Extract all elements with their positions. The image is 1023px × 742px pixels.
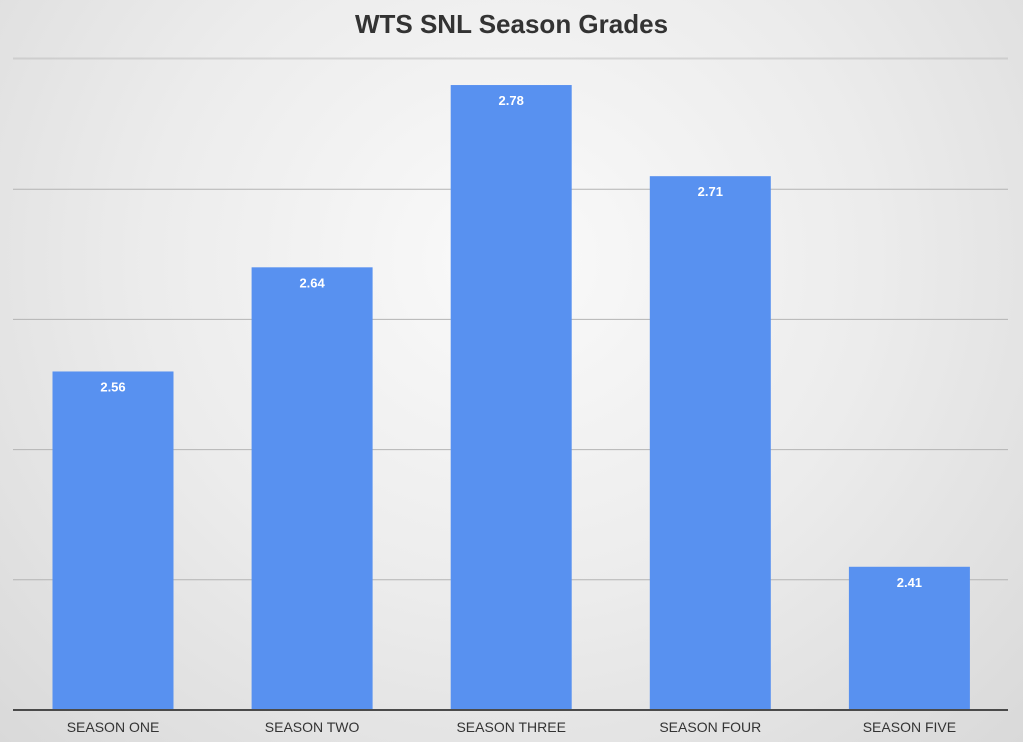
bar-season-three bbox=[450, 85, 572, 711]
bar-season-four bbox=[649, 176, 771, 710]
bar-season-one bbox=[52, 371, 174, 710]
x-tick-label: SEASON TWO bbox=[265, 719, 360, 735]
data-label: 2.78 bbox=[499, 93, 524, 108]
chart-title: WTS SNL Season Grades bbox=[354, 9, 669, 39]
x-tick-label: SEASON FIVE bbox=[863, 719, 956, 735]
bar-season-two bbox=[251, 267, 373, 710]
data-label: 2.56 bbox=[100, 379, 125, 394]
data-labels: 2.56 2.64 2.78 2.71 2.41 bbox=[100, 93, 922, 590]
x-axis: SEASON ONE SEASON TWO SEASON THREE SEASON F… bbox=[13, 709, 1008, 735]
x-tick-label: SEASON THREE bbox=[456, 719, 565, 735]
data-label: 2.71 bbox=[698, 184, 723, 199]
data-label: 2.41 bbox=[897, 575, 922, 590]
x-tick-label: SEASON ONE bbox=[67, 719, 160, 735]
data-label: 2.64 bbox=[299, 275, 325, 290]
bars bbox=[52, 85, 970, 711]
bar-season-five bbox=[848, 566, 970, 710]
x-tick-label: SEASON FOUR bbox=[659, 719, 761, 735]
